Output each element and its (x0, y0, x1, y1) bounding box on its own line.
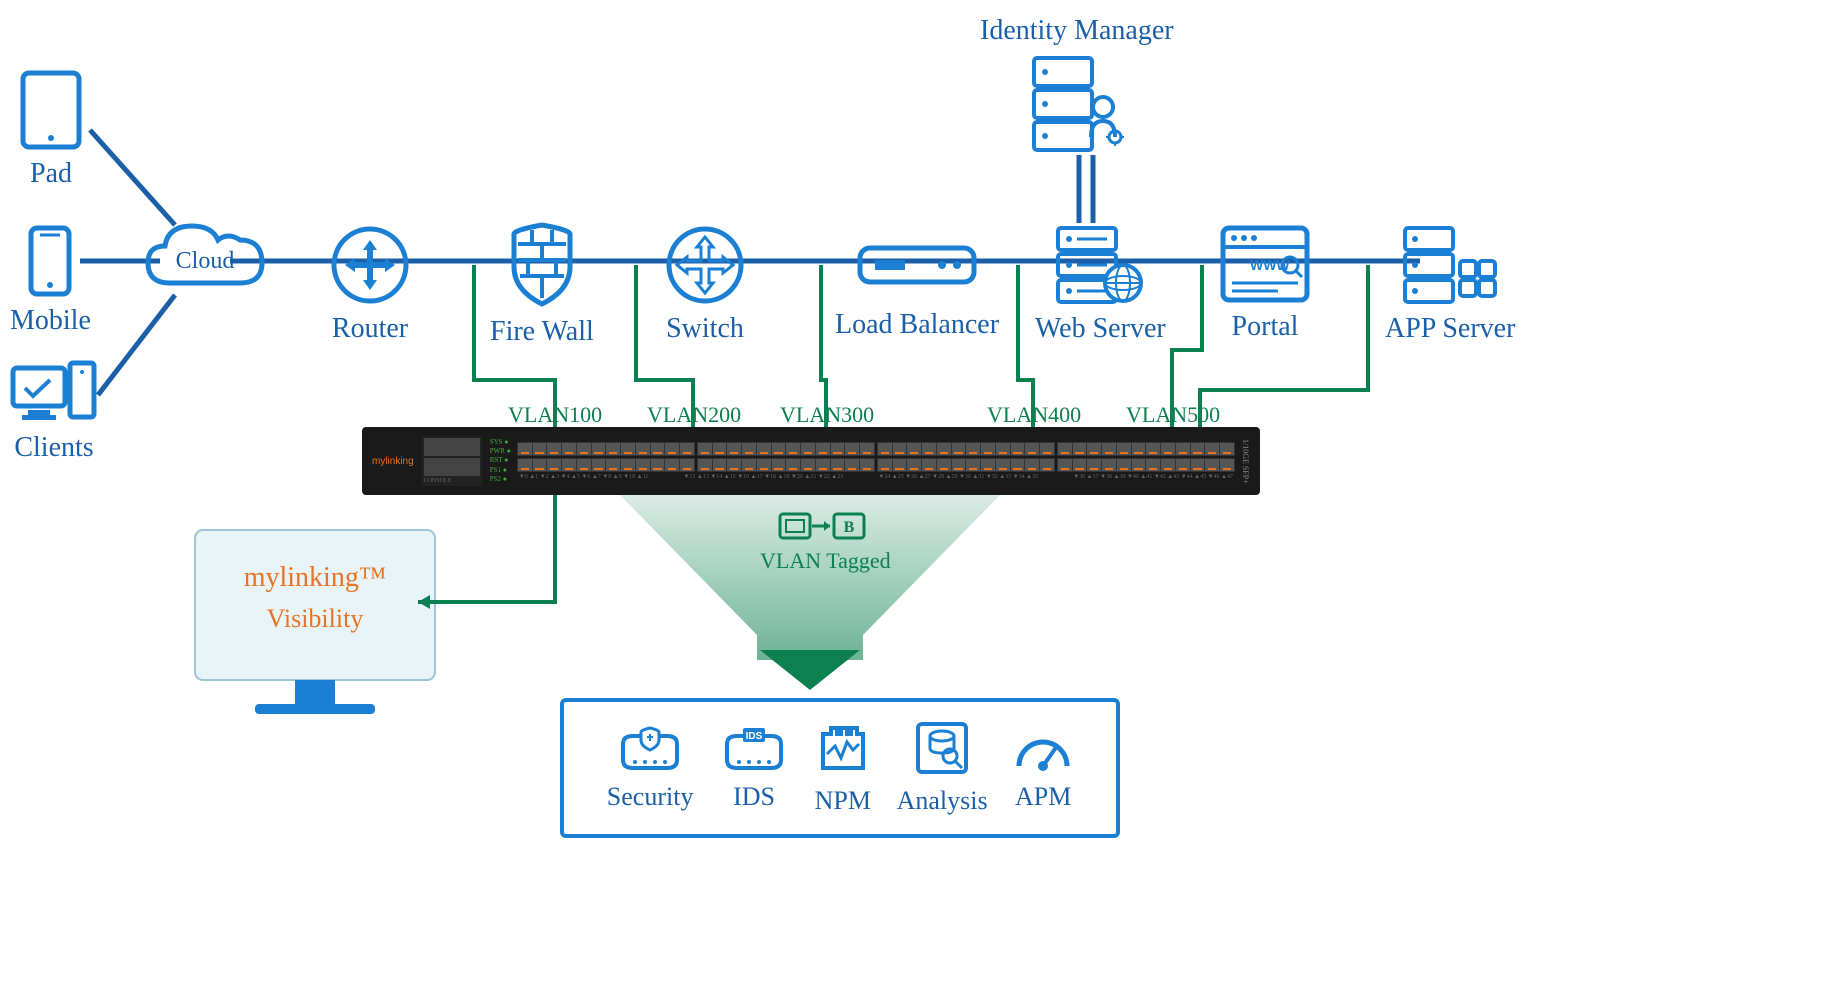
vlan-tagged-label: VLAN Tagged (760, 548, 891, 574)
switch-mgmt-ports: CONSOLE (422, 436, 482, 486)
appserver-icon (1402, 225, 1498, 305)
cloud-node: Cloud (140, 218, 270, 304)
analysis-tools-box: Security IDS IDS NPM Analysis (560, 698, 1120, 838)
switch-brand-label: mylinking (372, 456, 414, 467)
loadbalancer-icon (857, 245, 977, 285)
switch-status-leds: SYS ●PWR ●RST ●PS1 ●PS2 ● (490, 438, 511, 483)
appserver-node: APP Server (1385, 225, 1515, 345)
webserver-icon (1055, 225, 1145, 305)
ids-label: IDS (733, 782, 775, 812)
pad-cloud-line (90, 130, 175, 225)
security-icon (615, 724, 685, 772)
router-label: Router (332, 313, 408, 345)
clients-node: Clients (10, 360, 98, 464)
cloud-icon: Cloud (140, 218, 270, 304)
firewall-node: Fire Wall (490, 222, 594, 348)
ids-tool: IDS IDS (719, 724, 789, 812)
mobile-label: Mobile (10, 305, 91, 337)
identity-label: Identity Manager (980, 15, 1174, 47)
analysis-label: Analysis (897, 786, 988, 816)
switch-label: Switch (666, 313, 744, 345)
identity-icon (1031, 55, 1123, 153)
vlan300-label: VLAN300 (780, 402, 874, 428)
identity-node: Identity Manager (980, 15, 1174, 153)
apm-tool: APM (1013, 724, 1073, 812)
clients-cloud-line (98, 295, 175, 395)
vlan200-label: VLAN200 (647, 402, 741, 428)
apm-label: APM (1015, 782, 1071, 812)
switch-icon (665, 225, 745, 305)
pad-node: Pad (20, 70, 82, 190)
mobile-icon (28, 225, 72, 297)
loadbalancer-label: Load Balancer (835, 309, 999, 341)
svg-text:IDS: IDS (746, 731, 763, 742)
analysis-tool: Analysis (897, 720, 988, 816)
loadbalancer-node: Load Balancer (835, 245, 999, 341)
mylinking-brand: mylinking™ (244, 562, 387, 594)
webserver-node: Web Server (1035, 225, 1166, 345)
switch-port-array: ▼0 ▲1 ▼2 ▲3 ▼4 ▲5 ▼6 ▲7 ▼8 ▲9 ▼10 ▲11 ▼1… (517, 442, 1235, 480)
webserver-label: Web Server (1035, 313, 1166, 345)
vlan500-label: VLAN500 (1126, 402, 1220, 428)
vlan100-label: VLAN100 (508, 402, 602, 428)
clients-icon (10, 360, 98, 424)
router-node: Router (330, 225, 410, 345)
security-label: Security (607, 782, 694, 812)
svg-text:Cloud: Cloud (176, 248, 235, 274)
ids-icon: IDS (719, 724, 789, 772)
firewall-icon (504, 222, 580, 308)
portal-node: WWW Portal (1220, 225, 1310, 343)
router-icon (330, 225, 410, 305)
funnel-arrow (760, 650, 860, 690)
appserver-label: APP Server (1385, 313, 1515, 345)
vlan-tagged-icon: B (778, 508, 868, 549)
apm-icon (1013, 724, 1073, 772)
mylinking-text: mylinking™ Visibility (200, 533, 430, 663)
portal-label: Portal (1232, 311, 1299, 343)
portal-icon: WWW (1220, 225, 1310, 303)
security-tool: Security (607, 724, 694, 812)
npm-tool: NPM (815, 720, 871, 816)
clients-label: Clients (14, 432, 93, 464)
vlan400-label: VLAN400 (987, 402, 1081, 428)
switch-sfp-label: 1/10GE SFP+ (1241, 439, 1250, 484)
npm-label: NPM (815, 786, 871, 816)
physical-switch-device: mylinking CONSOLE SYS ●PWR ●RST ●PS1 ●PS… (362, 427, 1260, 495)
pad-label: Pad (30, 158, 72, 190)
switch-node: Switch (665, 225, 745, 345)
mobile-node: Mobile (10, 225, 91, 337)
npm-icon (815, 720, 871, 776)
analysis-icon (914, 720, 970, 776)
tablet-icon (20, 70, 82, 150)
mylinking-subtitle: Visibility (267, 604, 364, 634)
firewall-label: Fire Wall (490, 316, 594, 348)
svg-text:B: B (844, 519, 855, 536)
